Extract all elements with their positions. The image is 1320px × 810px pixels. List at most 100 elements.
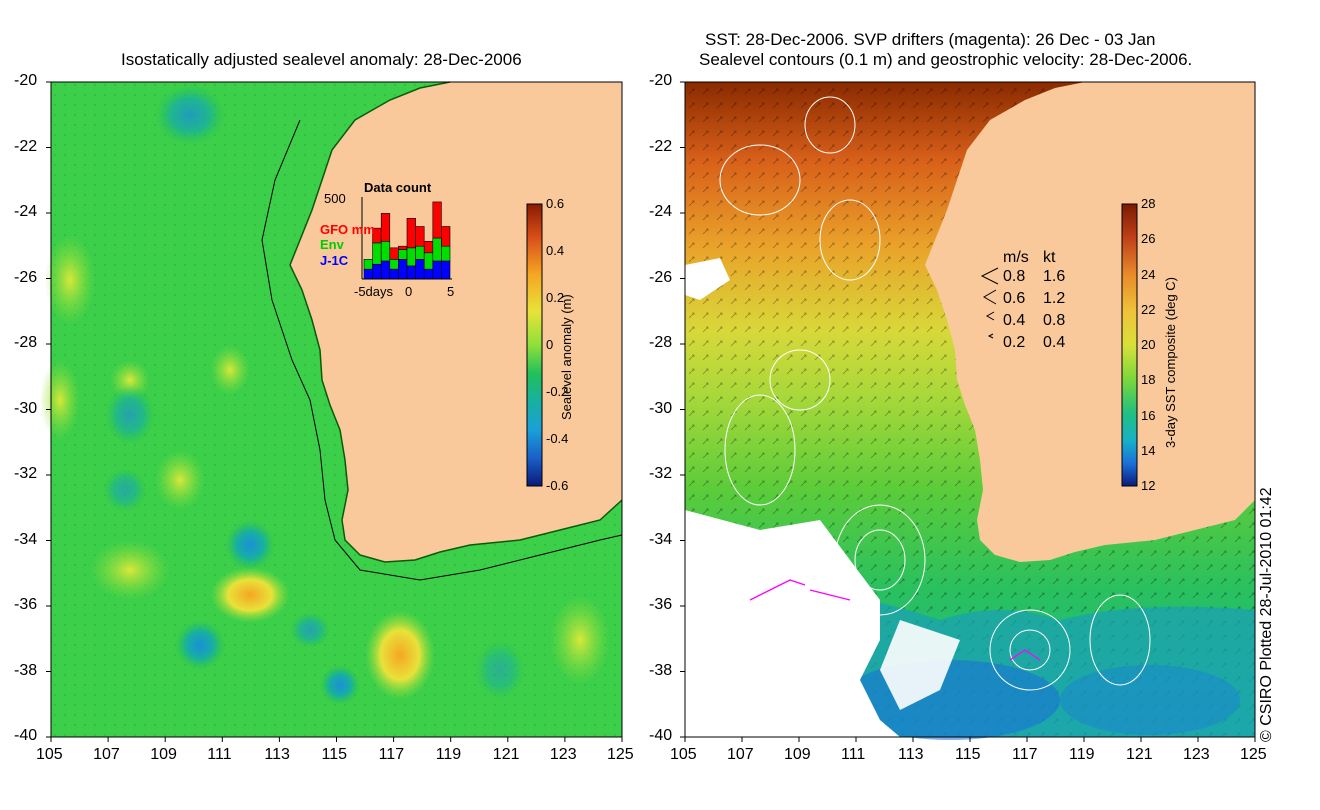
inset-bar-j-1c (432, 260, 442, 280)
right-map-land (925, 82, 1255, 562)
inset-bar-chart (363, 201, 451, 280)
colorbar-tick-label: 14 (1141, 442, 1156, 458)
right-lon-label: 123 (1183, 746, 1210, 763)
inset-title: Data count (364, 180, 432, 195)
left-lon-label: 121 (492, 746, 520, 763)
inset-bar-env (441, 245, 451, 262)
inset-bar-j-1c (380, 260, 391, 280)
left-lon-label: 105 (36, 746, 63, 763)
inset-bar-gfo-mm (441, 226, 451, 247)
left-lon-label: 119 (435, 746, 462, 763)
left-lat-label: -40 (14, 727, 38, 744)
right-colorbar-label: 3-day SST composite (deg C) (1163, 277, 1178, 448)
colorbar-tick-label: 0 (546, 337, 554, 352)
inset-bar-j-1c (441, 260, 451, 280)
right-lat-label: -32 (649, 465, 673, 482)
right-lon-label: 111 (841, 746, 866, 763)
inset-bar-j-1c (423, 268, 434, 280)
colorbar-tick-label: 22 (1141, 301, 1156, 317)
inset-bar-env (363, 259, 373, 270)
inset-bar-env (372, 242, 382, 265)
right-lon-label: 107 (727, 746, 754, 763)
right-panel-title-line1: SST: 28-Dec-2006. SVP drifters (magenta)… (705, 30, 1156, 49)
inset-bar-env (398, 249, 408, 260)
left-map (40, 81, 623, 738)
colorbar-tick-label: 28 (1141, 196, 1156, 211)
left-panel-title: Isostatically adjusted sealevel anomaly:… (121, 50, 522, 69)
inset-bar-env (389, 259, 399, 270)
velocity-legend-ms: 0.2 (1003, 334, 1026, 351)
right-lat-label: -30 (649, 399, 673, 417)
colorbar-tick-label: 0.6 (546, 196, 565, 211)
right-lat-label: -28 (649, 334, 673, 351)
velocity-legend-arrows (980, 267, 999, 339)
inset-bar-j-1c (406, 265, 416, 280)
inset-bar-j-1c (415, 259, 425, 280)
right-lat-label: -24 (649, 203, 673, 220)
left-lat-label: -36 (14, 596, 38, 613)
colorbar-tick-label: 12 (1141, 478, 1156, 493)
inset-bar-j-1c (363, 268, 373, 280)
left-colorbar-label: Sealevel anomaly (m) (559, 294, 574, 420)
colorbar-tick-label: -0.2 (546, 384, 569, 399)
left-lon-label: 123 (549, 746, 577, 763)
right-lat-label: -22 (649, 137, 673, 155)
colorbar-tick-label: -0.4 (546, 431, 569, 446)
left-colorbar (526, 203, 543, 487)
inset-bar-env (406, 247, 416, 267)
left-lat-label: -32 (14, 465, 38, 482)
colorbar-tick-label: 18 (1141, 372, 1156, 388)
inset-legend-j1c: J-1C (320, 253, 349, 268)
left-lat-label: -22 (14, 137, 38, 155)
inset-bar-gfo-mm (380, 213, 391, 242)
right-lon-label: 113 (898, 746, 924, 763)
right-lon-label: 119 (1069, 746, 1095, 763)
inset-bar-gfo-mm (432, 201, 442, 239)
right-map (684, 81, 1256, 740)
velocity-legend-kt: 0.4 (1043, 334, 1066, 351)
colorbar-tick-label: -0.6 (546, 478, 569, 493)
inset-bar-gfo-mm (415, 226, 425, 247)
inset-bar-j-1c (398, 259, 408, 280)
right-lat-label: -20 (649, 72, 673, 89)
inset-bar-env (380, 240, 391, 262)
right-lon-label: 125 (1240, 746, 1267, 763)
right-lon-label: 105 (670, 746, 697, 763)
left-lat-label: -28 (14, 334, 38, 351)
inset-bar-gfo-mm (389, 247, 399, 260)
left-lat-label: -24 (14, 203, 38, 220)
inset-bar-gfo-mm (398, 245, 408, 250)
velocity-legend-ms: 0.8 (1003, 268, 1026, 285)
inset-xtick-end: 5 (447, 284, 455, 299)
inset-bar-env (432, 237, 442, 262)
left-lat-label: -30 (14, 399, 38, 417)
inset-ymax: 500 (324, 191, 346, 206)
left-lon-label: 117 (378, 746, 405, 763)
inset-legend-gfo: GFO mm (320, 222, 375, 237)
left-lat-label: -38 (14, 661, 38, 679)
right-colorbar (1121, 203, 1138, 487)
velocity-legend-header-kt: kt (1043, 249, 1056, 266)
right-lon-label: 109 (784, 746, 811, 763)
left-lat-label: -20 (14, 72, 38, 89)
velocity-legend-kt: 1.6 (1043, 268, 1066, 285)
right-lon-label: 121 (1126, 746, 1153, 763)
right-lon-label: 117 (1012, 746, 1038, 763)
right-lat-label: -40 (649, 727, 673, 744)
left-lon-label: 113 (264, 746, 290, 763)
inset-bar-gfo-mm (406, 218, 416, 249)
left-lon-label: 109 (150, 746, 177, 763)
colorbar-tick-label: 16 (1141, 407, 1156, 423)
inset-bar-j-1c (389, 268, 399, 280)
inset-bar-j-1c (372, 263, 382, 280)
inset-bar-gfo-mm (423, 240, 434, 254)
credit-text: © CSIRO Plotted 28-Jul-2010 01:42 (1258, 487, 1275, 742)
inset-xtick-start: -5days (354, 284, 394, 299)
right-panel-title-line2: Sealevel contours (0.1 m) and geostrophi… (699, 50, 1193, 69)
right-lat-label: -26 (649, 268, 673, 286)
colorbar-tick-label: 20 (1141, 337, 1156, 352)
velocity-legend-kt: 0.8 (1043, 312, 1066, 329)
velocity-legend-kt: 1.2 (1043, 290, 1066, 307)
right-lat-label: -34 (649, 530, 673, 548)
